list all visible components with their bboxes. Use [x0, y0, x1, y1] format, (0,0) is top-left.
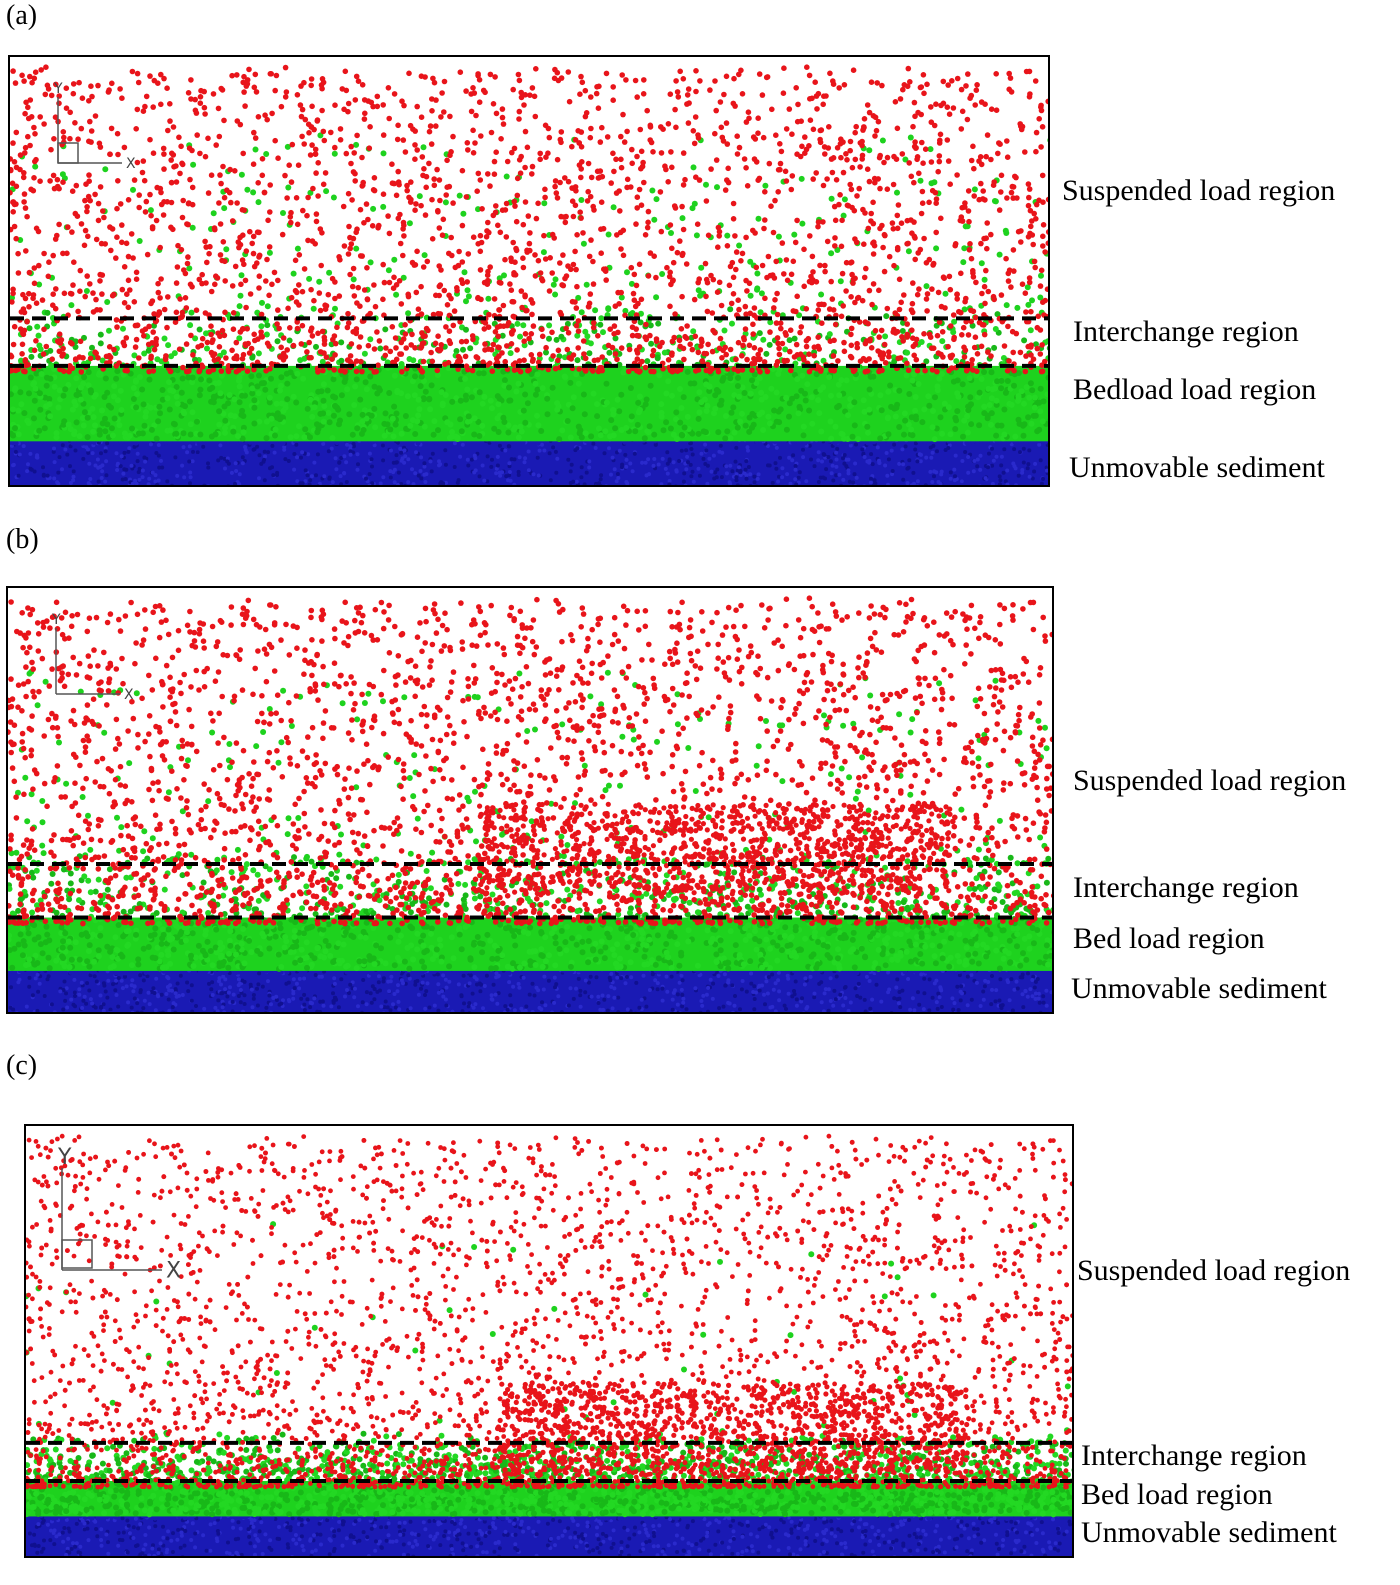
- panel-b-unmovable-label: Unmovable sediment: [1071, 974, 1327, 1004]
- axis-x-label: X: [124, 687, 134, 703]
- panel-a-tag: (a): [6, 2, 37, 30]
- axis-y-label: Y: [57, 1145, 72, 1170]
- particle-layer: [8, 595, 1052, 1012]
- panel-c-unmovable-label: Unmovable sediment: [1081, 1518, 1337, 1548]
- axis-x-label: X: [126, 156, 136, 172]
- axis-triad: YX: [53, 81, 136, 172]
- panel-b-scene: YX: [8, 595, 1052, 1012]
- panel-a-scene: YX: [10, 64, 1048, 485]
- axis-triad: YX: [51, 612, 134, 703]
- particle-layer: [26, 1133, 1072, 1556]
- panel-b-tag: (b): [6, 526, 39, 554]
- axis-y-label: Y: [51, 612, 61, 628]
- panel-c-suspended-label: Suspended load region: [1077, 1256, 1350, 1286]
- unmovable-layer: [8, 968, 1052, 1012]
- panel-b-interchange-label: Interchange region: [1073, 873, 1299, 903]
- panel-a-suspended-label: Suspended load region: [1062, 176, 1335, 206]
- panel-b-bed-label: Bed load region: [1073, 924, 1265, 954]
- panel-a-unmovable-label: Unmovable sediment: [1069, 453, 1325, 483]
- panel-c-scene: YX: [26, 1133, 1072, 1556]
- axis-x-label: X: [166, 1259, 181, 1284]
- particle-layer: [10, 64, 1048, 485]
- panel-c-interchange-label: Interchange region: [1081, 1441, 1307, 1471]
- panel-b-suspended-label: Suspended load region: [1073, 766, 1346, 796]
- panel-a-bed-label: Bedload load region: [1073, 375, 1316, 405]
- panel-c-bed-label: Bed load region: [1081, 1480, 1273, 1510]
- panel-a-interchange-label: Interchange region: [1073, 317, 1299, 347]
- axis-y-label: Y: [53, 81, 63, 97]
- panel-c-tag: (c): [6, 1052, 37, 1080]
- axis-triad: YX: [57, 1145, 181, 1284]
